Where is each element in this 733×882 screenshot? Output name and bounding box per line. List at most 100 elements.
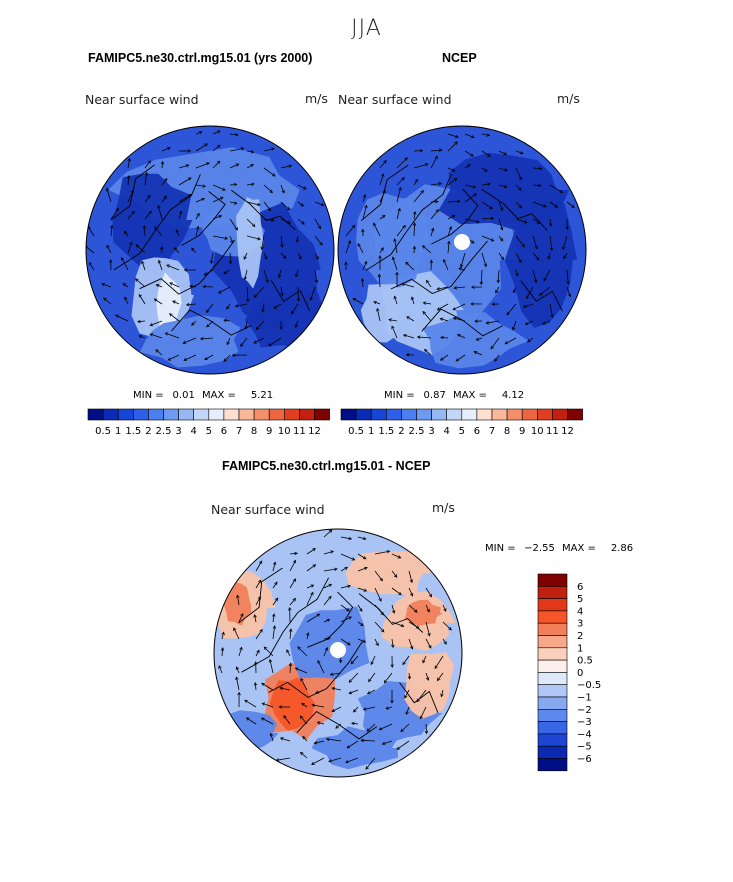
wind-vector: [379, 173, 384, 186]
wind-vector: [515, 167, 522, 180]
wind-vector: [464, 184, 476, 188]
wind-vector-head: [267, 343, 272, 347]
wind-vector: [345, 240, 351, 254]
wind-vector: [498, 184, 508, 188]
wind-vector: [566, 201, 575, 208]
panel1-variable-label: Near surface wind: [85, 92, 199, 107]
wind-vector: [262, 303, 265, 313]
wind-vector-head: [167, 357, 172, 361]
wind-vector: [280, 184, 285, 194]
wind-vector-head: [347, 240, 352, 244]
wind-vector-head: [426, 279, 430, 284]
wind-vector: [238, 647, 243, 657]
wind-vector: [178, 177, 192, 186]
wind-vector: [515, 218, 528, 223]
wind-vector: [455, 354, 466, 362]
wind-vector: [368, 672, 376, 682]
wind-vector: [549, 303, 554, 318]
wind-vector: [178, 193, 192, 203]
wind-vector: [167, 354, 180, 361]
wind-vector: [440, 354, 449, 361]
wind-vector-head: [380, 247, 384, 251]
wind-vector: [254, 614, 257, 623]
coastline: [399, 682, 439, 713]
coastline: [241, 577, 329, 673]
wind-vector-head: [440, 357, 444, 361]
wind-vector-head: [218, 665, 222, 669]
wind-vector-head: [423, 349, 428, 353]
wind-vector: [532, 167, 542, 170]
wind-vector: [195, 131, 203, 135]
wind-vector: [532, 218, 541, 224]
wind-vector: [498, 201, 503, 211]
colorbar-ncep-tick-label: 12: [561, 426, 574, 437]
wind-vector: [515, 184, 522, 191]
wind-vector-head: [398, 186, 402, 191]
wind-vector-head: [268, 658, 273, 663]
wind-vector: [106, 245, 112, 254]
wind-vector-head: [487, 153, 491, 157]
wind-vector-head: [191, 322, 195, 326]
wind-vector: [425, 672, 429, 681]
wind-vector: [396, 740, 410, 750]
wind-vector: [229, 235, 234, 244]
wind-vector: [218, 665, 223, 674]
wind-vector-head: [240, 613, 244, 617]
wind-vector-head: [385, 706, 389, 710]
colorbar-difference-tick-label: −2: [577, 705, 592, 716]
wind-vector-head: [362, 556, 367, 560]
wind-vector-head: [233, 201, 238, 205]
wind-vector-head: [527, 339, 531, 343]
wind-vector-head: [364, 260, 368, 265]
coastline: [421, 308, 504, 337]
wind-vector-head: [300, 677, 304, 682]
wind-vector: [498, 235, 504, 242]
wind-vector-head: [335, 725, 339, 729]
wind-vector: [331, 706, 342, 712]
wind-vector-head: [547, 256, 551, 260]
wind-vector: [246, 150, 254, 153]
map-frame-1: [85, 125, 335, 375]
wind-vector: [394, 296, 398, 305]
wind-vector: [481, 217, 494, 220]
wind-vector-head: [315, 256, 319, 260]
wind-vector-head: [216, 160, 221, 165]
colorbar-difference-tick-label: −3: [577, 717, 592, 728]
wind-vector-head: [402, 661, 406, 666]
wind-vector-head: [206, 323, 210, 328]
wind-vector-head: [471, 285, 475, 289]
wind-vector: [352, 298, 364, 305]
wind-vector-head: [297, 646, 301, 650]
wind-vector-head: [109, 259, 113, 263]
wind-vector: [172, 300, 180, 305]
wind-vector: [447, 167, 456, 172]
wind-vector-head: [378, 727, 383, 731]
wind-vector-head: [315, 690, 319, 694]
colorbar-model-swatch: [208, 408, 225, 421]
wind-vector: [476, 337, 483, 341]
wind-vector: [183, 354, 197, 361]
wind-vector: [396, 177, 405, 186]
wind-vector: [218, 286, 231, 294]
wind-vector-head: [289, 628, 293, 632]
wind-vector-head: [296, 298, 301, 302]
wind-vector-head: [538, 166, 543, 171]
wind-vector: [161, 147, 171, 152]
contour-region: [112, 173, 193, 277]
wind-vector: [481, 235, 494, 242]
wind-vector-head: [172, 300, 176, 304]
wind-vector-head: [404, 157, 408, 161]
wind-vector-head: [443, 641, 447, 645]
wind-vector: [295, 320, 299, 328]
wind-vector: [437, 303, 449, 311]
wind-vector-head: [470, 240, 475, 244]
wind-vector-head: [549, 247, 554, 252]
wind-vector: [379, 160, 387, 169]
colorbar-difference-swatch: [537, 573, 568, 587]
wind-vector: [480, 269, 483, 285]
wind-vector: [525, 320, 534, 325]
wind-vector-head: [377, 273, 382, 278]
wind-vector-head: [203, 272, 208, 276]
wind-vector: [317, 721, 325, 725]
